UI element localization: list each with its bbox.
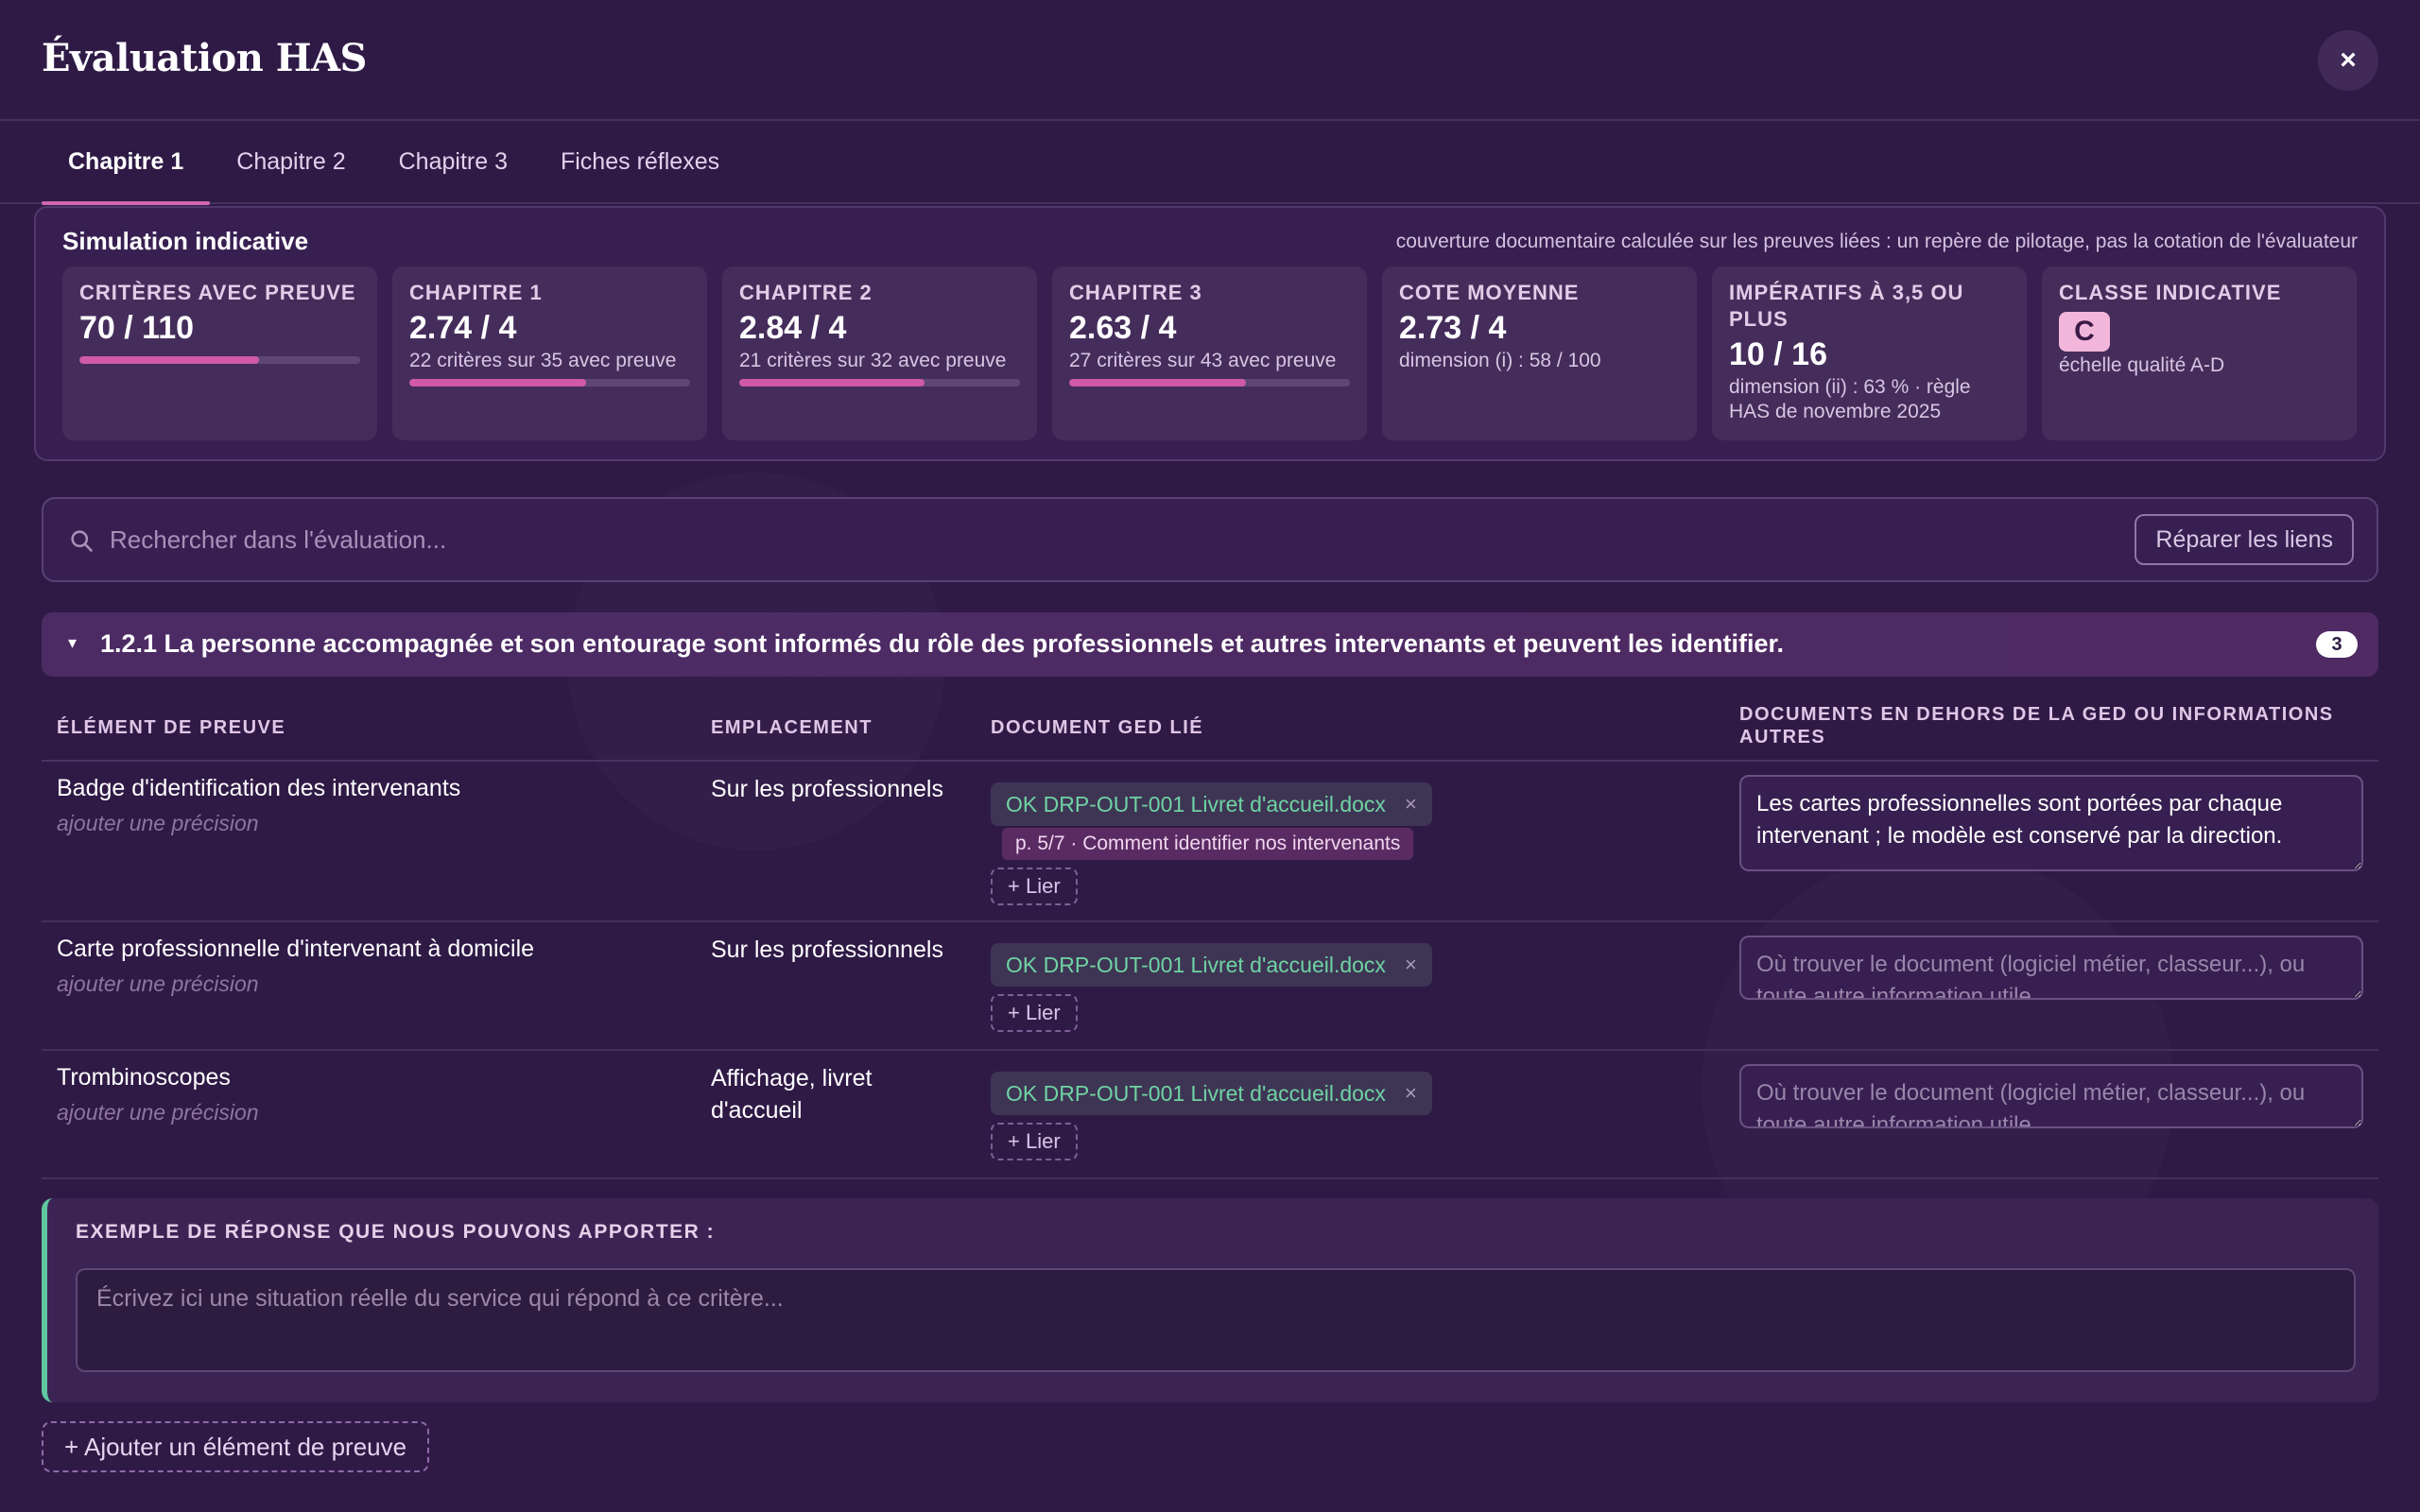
stat-card-criteres: Critères avec preuve 70 / 110: [62, 266, 377, 440]
page-title: Évaluation HAS: [42, 36, 367, 80]
tab-fiches-reflexes[interactable]: Fiches réflexes: [560, 147, 720, 175]
stat-value: 2.84 / 4: [739, 310, 847, 346]
remove-icon[interactable]: ×: [1404, 792, 1417, 816]
stat-label: Chapitre 1: [409, 281, 543, 304]
link-document-button[interactable]: + Lier: [991, 994, 1078, 1032]
linked-document-chip[interactable]: OK DRP-OUT-001 Livret d'accueil.docx ×: [991, 1072, 1432, 1115]
evidence-name: Trombinoscopes: [57, 1064, 231, 1091]
table-row: Badge d'identification des intervenants …: [42, 762, 2378, 922]
evidence-name: Badge d'identification des intervenants: [57, 775, 461, 801]
linked-document-chip[interactable]: OK DRP-OUT-001 Livret d'accueil.docx ×: [991, 782, 1432, 826]
evidence-location: Sur les professionnels: [711, 776, 943, 802]
column-header-location: Emplacement: [711, 717, 873, 738]
stat-card-classe: Classe indicative C échelle qualité A-D: [2042, 266, 2357, 440]
stat-card-chapitre-2: Chapitre 2 2.84 / 4 21 critères sur 32 a…: [722, 266, 1037, 440]
progress-bar: [1069, 379, 1350, 387]
add-precision-link[interactable]: ajouter une précision: [57, 811, 259, 835]
linked-document-name: OK DRP-OUT-001 Livret d'accueil.docx: [1006, 1080, 1386, 1106]
stat-sub: 27 critères sur 43 avec preuve: [1069, 350, 1337, 371]
repair-links-button[interactable]: Réparer les liens: [2135, 514, 2354, 565]
page-reference-chip: p. 5/7 · Comment identifier nos interven…: [1002, 828, 1414, 860]
stat-sub: 22 critères sur 35 avec preuve: [409, 350, 677, 371]
stat-value: 2.74 / 4: [409, 310, 517, 346]
link-document-button[interactable]: + Lier: [991, 868, 1078, 905]
remove-icon[interactable]: ×: [1404, 1081, 1417, 1105]
search-input[interactable]: [108, 516, 1998, 563]
criterion-title: 1.2.1 La personne accompagnée et son ent…: [100, 629, 1784, 658]
other-info-textarea[interactable]: Où trouver le document (logiciel métier,…: [1739, 936, 2363, 1000]
table-row: Trombinoscopes ajouter une précision Aff…: [42, 1051, 2378, 1179]
column-header-element: Élément de preuve: [57, 717, 286, 738]
tab-chapitre-3[interactable]: Chapitre 3: [398, 147, 508, 175]
stat-label: Classe indicative: [2059, 281, 2282, 304]
stat-value: 10 / 16: [1729, 336, 1827, 372]
class-badge: C: [2059, 312, 2110, 352]
stat-sub: échelle qualité A-D: [2059, 354, 2225, 376]
progress-bar: [739, 379, 1020, 387]
stat-card-imperatifs: Impératifs à 3,5 ou plus 10 / 16 dimensi…: [1712, 266, 2027, 440]
stat-value: 2.73 / 4: [1399, 310, 1507, 346]
add-evidence-button[interactable]: + Ajouter un élément de preuve: [42, 1421, 430, 1472]
evidence-name: Carte professionnelle d'intervenant à do…: [57, 936, 535, 962]
stat-label: Chapitre 3: [1069, 281, 1202, 304]
chevron-down-icon: ▾: [68, 633, 78, 652]
search-icon: [71, 530, 93, 552]
progress-bar: [409, 379, 690, 387]
search-bar: Réparer les liens: [42, 497, 2378, 582]
stat-sub: dimension (ii) : 63 % · règle HAS de nov…: [1729, 376, 1971, 422]
example-response-label: Exemple de réponse que nous pouvons appo…: [76, 1221, 716, 1243]
stat-label: Impératifs à 3,5 ou plus: [1729, 281, 1964, 331]
table-row: Carte professionnelle d'intervenant à do…: [42, 922, 2378, 1051]
progress-fill: [409, 379, 587, 387]
close-button[interactable]: ×: [2318, 30, 2378, 91]
tab-chapitre-1[interactable]: Chapitre 1: [42, 120, 211, 205]
evidence-location: Affichage, livret d'accueil: [711, 1065, 873, 1124]
linked-document-chip[interactable]: OK DRP-OUT-001 Livret d'accueil.docx ×: [991, 943, 1432, 987]
example-response-panel: Exemple de réponse que nous pouvons appo…: [42, 1198, 2378, 1402]
simulation-title: Simulation indicative: [62, 227, 309, 255]
stat-label: Cote moyenne: [1399, 281, 1580, 304]
stat-value: 70 / 110: [79, 310, 195, 346]
linked-document-name: OK DRP-OUT-001 Livret d'accueil.docx: [1006, 791, 1386, 816]
linked-document-name: OK DRP-OUT-001 Livret d'accueil.docx: [1006, 952, 1386, 977]
column-header-other: Documents en dehors de la GED ou informa…: [1739, 704, 2334, 747]
stat-card-cote-moyenne: Cote moyenne 2.73 / 4 dimension (i) : 58…: [1382, 266, 1697, 440]
modal-header: Évaluation HAS ×: [0, 0, 2420, 121]
criterion-count-badge: 3: [2316, 631, 2358, 658]
other-info-textarea[interactable]: Où trouver le document (logiciel métier,…: [1739, 1064, 2363, 1128]
evidence-location: Sur les professionnels: [711, 936, 943, 963]
chapter-tabs: Chapitre 1 Chapitre 2 Chapitre 3 Fiches …: [0, 120, 2420, 205]
add-precision-link[interactable]: ajouter une précision: [57, 971, 259, 996]
evidence-table-header: Élément de preuve Emplacement Document G…: [42, 696, 2378, 762]
tab-chapitre-2[interactable]: Chapitre 2: [236, 147, 346, 175]
close-icon: ×: [2340, 44, 2357, 76]
stat-label: Chapitre 2: [739, 281, 873, 304]
criterion-header[interactable]: ▾ 1.2.1 La personne accompagnée et son e…: [42, 612, 2378, 677]
stat-sub: 21 critères sur 32 avec preuve: [739, 350, 1007, 371]
stat-value: 2.63 / 4: [1069, 310, 1177, 346]
progress-bar: [79, 356, 360, 364]
column-header-doc: Document GED lié: [991, 717, 1204, 738]
link-document-button[interactable]: + Lier: [991, 1123, 1078, 1160]
simulation-cards: Critères avec preuve 70 / 110 Chapitre 1…: [62, 266, 2357, 440]
simulation-note: couverture documentaire calculée sur les…: [1395, 231, 2358, 252]
example-response-textarea[interactable]: Écrivez ici une situation réelle du serv…: [76, 1268, 2356, 1372]
stat-card-chapitre-1: Chapitre 1 2.74 / 4 22 critères sur 35 a…: [392, 266, 707, 440]
add-precision-link[interactable]: ajouter une précision: [57, 1100, 259, 1125]
stat-sub: dimension (i) : 58 / 100: [1399, 350, 1601, 371]
progress-fill: [79, 356, 260, 364]
stat-card-chapitre-3: Chapitre 3 2.63 / 4 27 critères sur 43 a…: [1052, 266, 1367, 440]
stat-label: Critères avec preuve: [79, 281, 356, 304]
progress-fill: [739, 379, 925, 387]
progress-fill: [1069, 379, 1247, 387]
remove-icon[interactable]: ×: [1404, 953, 1417, 976]
other-info-textarea[interactable]: Les cartes professionnelles sont portées…: [1739, 775, 2363, 871]
simulation-panel: Simulation indicative couverture documen…: [34, 206, 2386, 461]
